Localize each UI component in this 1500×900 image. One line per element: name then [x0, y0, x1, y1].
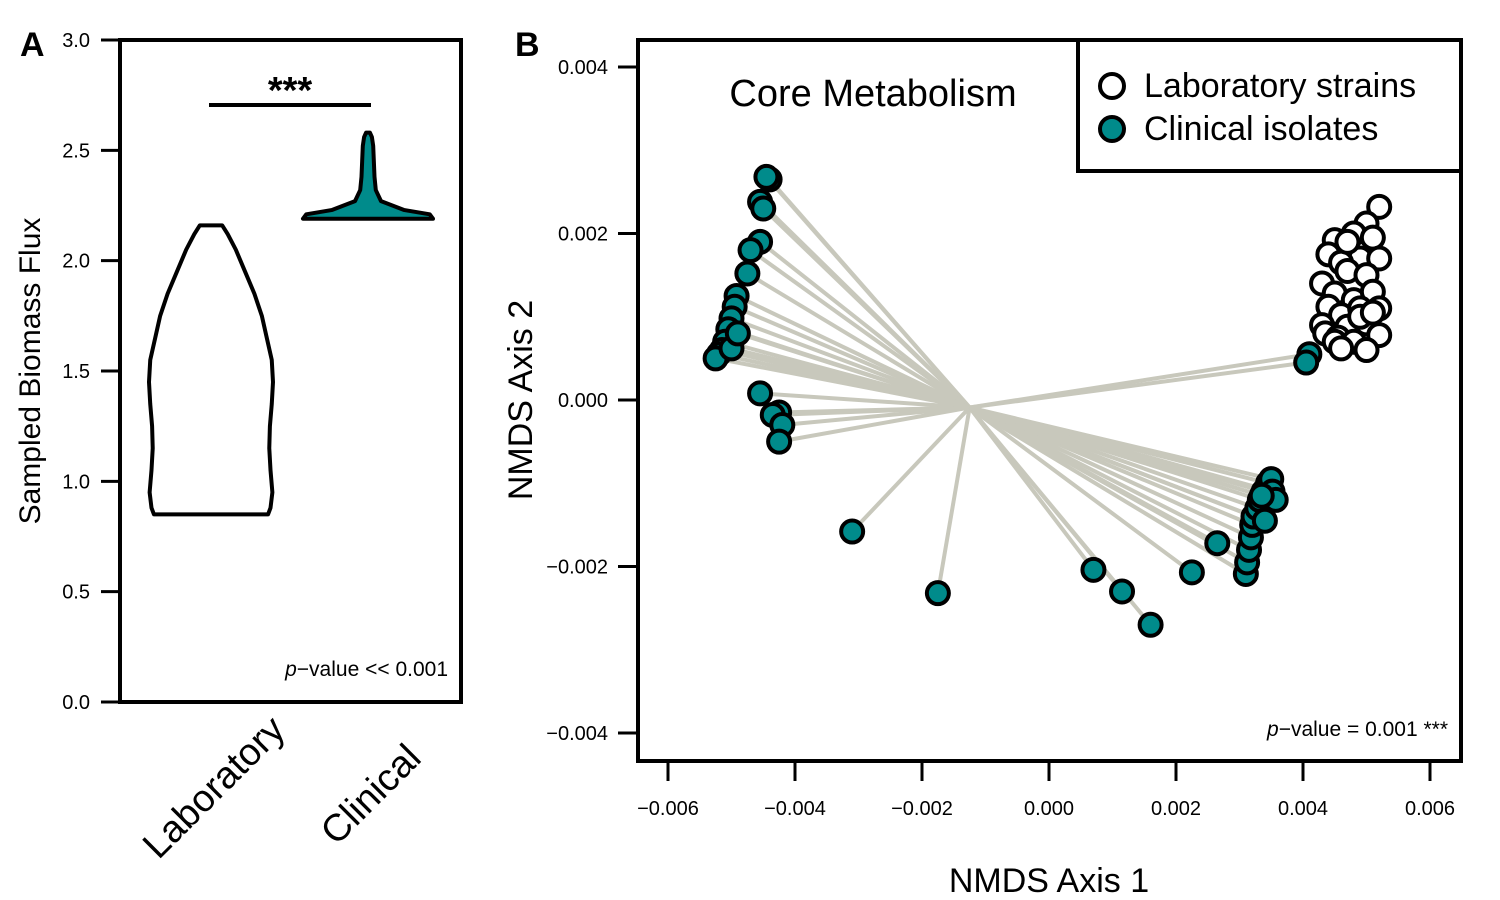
panel-a-y-axis: 0.0 0.5 1.0 1.5 2.0 2.5 3.0 — [62, 30, 120, 714]
y-tick-label-b-0: 0.004 — [558, 57, 608, 79]
panel-b-pvalue: p−value = 0.001 *** — [1266, 718, 1448, 741]
spider-line-16 — [737, 331, 971, 410]
panel-b-pvalue-p: p — [1266, 718, 1279, 741]
spider-line-5 — [749, 248, 971, 410]
point-laboratory-27 — [1353, 337, 1380, 364]
spider-line-23 — [935, 407, 972, 594]
y-tick-label-3: 1.5 — [62, 361, 90, 383]
spider-line-42 — [968, 405, 1266, 523]
spider-line-20 — [782, 405, 970, 427]
point-laboratory-30 — [1334, 228, 1361, 255]
spider-line-21 — [778, 405, 970, 444]
spider-line-4 — [758, 240, 971, 410]
legend-label-clinical: Clinical isolates — [1144, 110, 1378, 148]
point-clinical-21 — [766, 428, 793, 455]
x-tick-label-4: 0.002 — [1151, 798, 1201, 820]
y-tick-label-b-2: 0.000 — [558, 390, 608, 412]
y-tick-label-0: 0.0 — [62, 692, 90, 714]
spider-line-3 — [761, 207, 972, 409]
spider-line-6 — [746, 271, 971, 410]
spider-line-14 — [715, 356, 971, 410]
point-clinical-22 — [839, 518, 866, 545]
legend-marker-clinical — [1098, 115, 1126, 143]
y-tick-label-4: 2.0 — [62, 251, 90, 273]
y-tick-label-5: 2.5 — [62, 140, 90, 162]
x-tick-label-1: −0.004 — [764, 798, 826, 820]
panel-a-violins — [147, 130, 435, 517]
x-tick-label-3: 0.000 — [1024, 798, 1074, 820]
point-laboratory-31 — [1359, 299, 1386, 326]
spider-line-31 — [968, 405, 1250, 552]
x-tick-label-2: −0.002 — [891, 798, 953, 820]
point-clinical-6 — [734, 260, 761, 287]
point-laboratory-0 — [1366, 193, 1393, 220]
violin-laboratory — [147, 223, 275, 517]
spider-line-15 — [731, 346, 971, 410]
category-label-clinical: Clinical — [313, 737, 429, 853]
legend-marker-laboratory — [1098, 72, 1126, 100]
spider-line-8 — [733, 304, 971, 410]
spider-lines — [715, 175, 1310, 627]
chart-title: Core Metabolism — [729, 73, 1016, 115]
spider-line-1 — [764, 175, 972, 409]
point-clinical-1 — [753, 163, 780, 190]
legend-box — [1076, 38, 1463, 173]
panel-b: B −0.006 −0.004 −0.002 0.000 0.002 0.004 0.006… — [502, 26, 1463, 900]
point-clinical-26 — [1137, 611, 1164, 638]
point-clinical-27 — [1178, 559, 1205, 586]
spider-line-22 — [850, 406, 972, 533]
panel-b-pvalue-text: −value = 0.001 *** — [1279, 718, 1448, 741]
point-clinical-5 — [737, 237, 764, 264]
spider-line-27 — [968, 405, 1194, 574]
panel-b-letter: B — [515, 26, 540, 64]
point-clinical-43 — [1248, 482, 1275, 509]
point-clinical-25 — [1109, 578, 1136, 605]
x-tick-label-0: −0.006 — [637, 798, 699, 820]
category-label-laboratory: Laboratory — [135, 709, 293, 867]
significance-stars: *** — [268, 70, 313, 112]
spider-line-45 — [969, 360, 1307, 410]
y-tick-label-2: 1.0 — [62, 471, 90, 493]
legend: Laboratory strains Clinical isolates — [1076, 38, 1463, 173]
spider-line-32 — [968, 405, 1252, 540]
spider-line-43 — [969, 405, 1263, 498]
panel-b-y-axis-title: NMDS Axis 2 — [502, 300, 540, 500]
y-tick-label-b-3: −0.002 — [546, 557, 608, 579]
panel-a-letter: A — [20, 26, 45, 64]
point-clinical-17 — [747, 380, 774, 407]
point-clinical-23 — [924, 580, 951, 607]
scatter-points — [702, 163, 1393, 638]
panel-a-y-axis-title: Sampled Biomass Flux — [14, 218, 47, 525]
violin-clinical — [301, 130, 435, 221]
panel-b-y-axis: 0.004 0.002 0.000 −0.002 −0.004 — [546, 57, 640, 745]
panel-b-x-axis: −0.006 −0.004 −0.002 0.000 0.002 0.004 0.006 — [637, 759, 1455, 820]
panel-a: A 0.0 0.5 1.0 1.5 2.0 2.5 3.0 Sampled Biomass … — [14, 26, 463, 867]
point-clinical-42 — [1251, 507, 1278, 534]
point-clinical-45 — [1293, 349, 1320, 376]
panel-a-pvalue: p−value << 0.001 — [284, 658, 448, 681]
y-tick-label-6: 3.0 — [62, 30, 90, 52]
y-tick-label-b-1: 0.002 — [558, 224, 608, 246]
point-laboratory-28 — [1328, 335, 1355, 362]
point-clinical-3 — [750, 195, 777, 222]
panel-a-pvalue-text: −value << 0.001 — [297, 658, 448, 681]
point-laboratory-8 — [1366, 245, 1393, 272]
spider-line-17 — [759, 391, 970, 410]
point-clinical-16 — [724, 320, 751, 347]
point-clinical-28 — [1204, 530, 1231, 557]
point-clinical-24 — [1080, 556, 1107, 583]
y-tick-label-1: 0.5 — [62, 582, 90, 604]
panel-a-pvalue-p: p — [284, 658, 297, 681]
panel-b-x-axis-title: NMDS Axis 1 — [949, 862, 1149, 900]
x-tick-label-6: 0.006 — [1405, 798, 1455, 820]
y-tick-label-b-4: −0.004 — [546, 723, 608, 745]
legend-label-laboratory: Laboratory strains — [1144, 67, 1416, 105]
x-tick-label-5: 0.004 — [1278, 798, 1328, 820]
point-laboratory-4 — [1359, 224, 1386, 251]
